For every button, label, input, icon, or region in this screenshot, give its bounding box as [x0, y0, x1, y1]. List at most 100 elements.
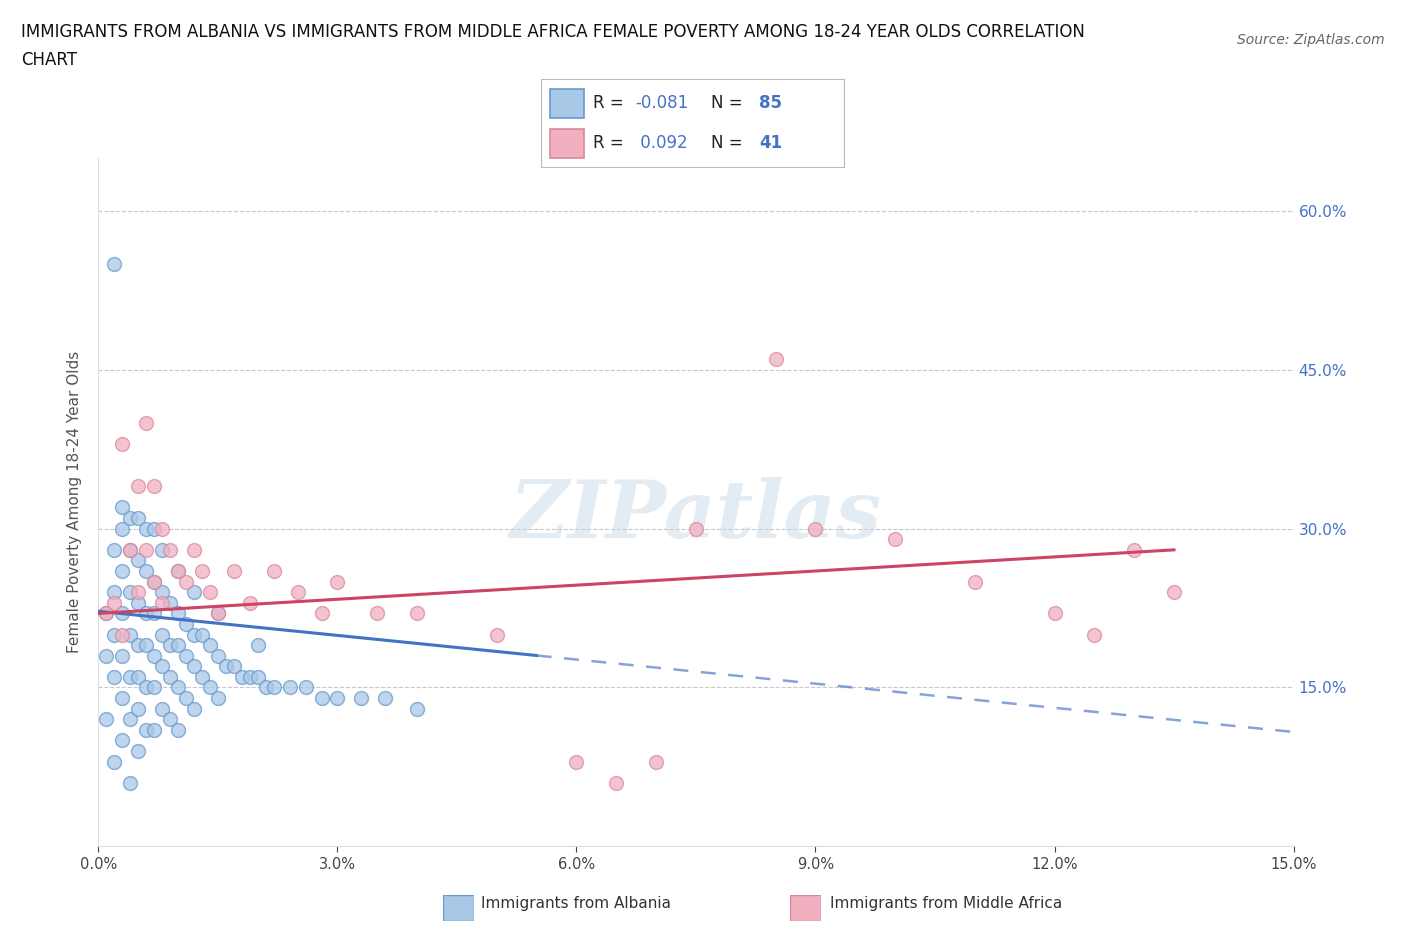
Point — [198, 680, 221, 695]
Point — [103, 670, 125, 684]
Point — [127, 595, 149, 610]
Point — [120, 627, 142, 642]
Point — [406, 701, 429, 716]
Point — [884, 532, 907, 547]
Point — [150, 585, 173, 600]
Point — [143, 574, 166, 589]
Point — [111, 564, 134, 578]
Text: Immigrants from Albania: Immigrants from Albania — [481, 897, 671, 911]
Point — [127, 744, 149, 759]
Point — [111, 500, 134, 515]
Point — [645, 754, 668, 769]
Point — [111, 627, 134, 642]
Text: 85: 85 — [759, 94, 782, 112]
Text: Source: ZipAtlas.com: Source: ZipAtlas.com — [1237, 33, 1385, 46]
Text: ZIPatlas: ZIPatlas — [510, 477, 882, 554]
Point — [174, 691, 197, 706]
Point — [406, 606, 429, 621]
Point — [135, 680, 157, 695]
Point — [804, 521, 827, 536]
Point — [135, 638, 157, 653]
Point — [120, 511, 142, 525]
Point — [167, 723, 190, 737]
Point — [485, 627, 508, 642]
Text: Immigrants from Middle Africa: Immigrants from Middle Africa — [830, 897, 1062, 911]
Point — [150, 542, 173, 557]
Text: -0.081: -0.081 — [636, 94, 689, 112]
Point — [311, 606, 333, 621]
Point — [183, 585, 205, 600]
Point — [150, 658, 173, 673]
Point — [120, 670, 142, 684]
Point — [135, 564, 157, 578]
Point — [287, 585, 309, 600]
Point — [111, 648, 134, 663]
Point — [167, 606, 190, 621]
Point — [1083, 627, 1105, 642]
Point — [263, 564, 285, 578]
Point — [135, 723, 157, 737]
Point — [374, 691, 396, 706]
Point — [167, 564, 190, 578]
Point — [239, 670, 262, 684]
Point — [127, 701, 149, 716]
Point — [120, 542, 142, 557]
Point — [159, 595, 181, 610]
Point — [150, 595, 173, 610]
Point — [127, 553, 149, 568]
Point — [350, 691, 373, 706]
Point — [183, 701, 205, 716]
Point — [120, 585, 142, 600]
Point — [127, 585, 149, 600]
Text: N =: N = — [710, 134, 748, 152]
Point — [207, 606, 229, 621]
Point — [111, 733, 134, 748]
Point — [143, 723, 166, 737]
Point — [159, 670, 181, 684]
Point — [167, 680, 190, 695]
Point — [215, 658, 238, 673]
Point — [366, 606, 388, 621]
Point — [111, 521, 134, 536]
Point — [143, 479, 166, 494]
Point — [207, 691, 229, 706]
Point — [103, 257, 125, 272]
Point — [191, 670, 214, 684]
Point — [159, 638, 181, 653]
Point — [135, 606, 157, 621]
Point — [120, 711, 142, 726]
Point — [103, 542, 125, 557]
Point — [207, 606, 229, 621]
Point — [254, 680, 277, 695]
Point — [127, 511, 149, 525]
Point — [246, 638, 269, 653]
Point — [143, 648, 166, 663]
Point — [111, 691, 134, 706]
Y-axis label: Female Poverty Among 18-24 Year Olds: Female Poverty Among 18-24 Year Olds — [67, 352, 83, 654]
Point — [96, 648, 118, 663]
Point — [96, 711, 118, 726]
Point — [263, 680, 285, 695]
Point — [127, 638, 149, 653]
Point — [150, 521, 173, 536]
Point — [311, 691, 333, 706]
Point — [231, 670, 253, 684]
Point — [159, 542, 181, 557]
Point — [183, 658, 205, 673]
Point — [198, 638, 221, 653]
Point — [96, 606, 118, 621]
Text: IMMIGRANTS FROM ALBANIA VS IMMIGRANTS FROM MIDDLE AFRICA FEMALE POVERTY AMONG 18: IMMIGRANTS FROM ALBANIA VS IMMIGRANTS FR… — [21, 23, 1085, 41]
Point — [111, 436, 134, 451]
Bar — [550, 88, 583, 118]
Point — [191, 564, 214, 578]
Point — [103, 754, 125, 769]
Text: 41: 41 — [759, 134, 782, 152]
Point — [294, 680, 316, 695]
Point — [1123, 542, 1146, 557]
Point — [174, 574, 197, 589]
Text: CHART: CHART — [21, 51, 77, 69]
Point — [143, 521, 166, 536]
Point — [765, 352, 787, 366]
Point — [103, 595, 125, 610]
Point — [191, 627, 214, 642]
